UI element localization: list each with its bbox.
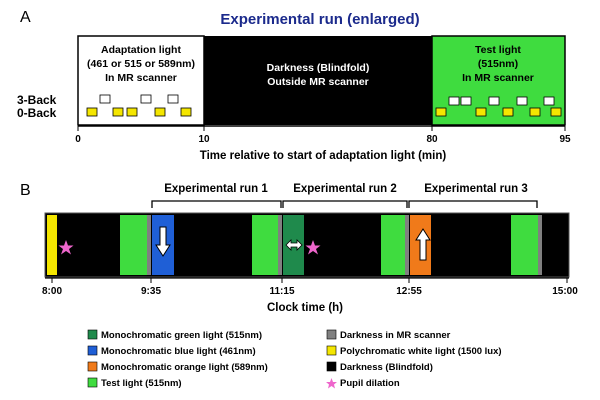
row-label-3-back: 3-Back	[17, 93, 57, 107]
up-arrow-icon	[415, 228, 431, 261]
legend-swatch-black	[326, 361, 337, 372]
3-back-block	[167, 94, 179, 104]
run-label-2: Experimental run 2	[293, 183, 397, 195]
darkness-line2: Outside MR scanner	[267, 76, 369, 88]
0-back-block	[550, 107, 562, 117]
legend-label: Monochromatic orange light (589nm)	[101, 362, 268, 373]
axis-b-tick-label: 11:15	[269, 286, 294, 297]
3-back-block	[99, 94, 111, 104]
legend-label: Monochromatic green light (515nm)	[101, 330, 262, 341]
0-back-block	[475, 107, 487, 117]
0-back-block	[502, 107, 514, 117]
axis-a-tick-label: 10	[198, 134, 210, 145]
axis-b-tick-label: 9:35	[141, 286, 161, 297]
legend-star-icon	[326, 378, 337, 389]
0-back-block	[86, 107, 98, 117]
test-light-segment	[381, 215, 405, 275]
legend-swatch-orange	[87, 361, 98, 372]
test-light-box	[431, 35, 566, 126]
task-blocks-adaptation	[86, 94, 192, 117]
axis-a-xlabel: Time relative to start of adaptation lig…	[200, 150, 447, 162]
adaptation-light-line3: In MR scanner	[105, 72, 177, 84]
0-back-block	[126, 107, 138, 117]
run-bracket-2	[282, 200, 408, 208]
3-back-block	[516, 96, 528, 106]
0-back-block	[529, 107, 541, 117]
run-bracket-3	[408, 200, 538, 208]
run-bracket-1	[151, 200, 282, 208]
0-back-block	[112, 107, 124, 117]
axis-a-tick-label: 95	[559, 134, 571, 145]
pupil-dilation-star-icon	[58, 240, 74, 255]
test-light-line2: (515nm)	[478, 58, 518, 70]
test-light-line1: Test light	[475, 44, 521, 56]
legend-swatch-test-green	[87, 377, 98, 388]
legend-label: Darkness (Blindfold)	[340, 362, 433, 373]
axis-b-xlabel: Clock time (h)	[267, 302, 343, 314]
scanner-dark-segment	[147, 215, 151, 275]
down-arrow-icon	[155, 226, 171, 257]
legend-label: Pupil dilation	[340, 378, 400, 389]
axis-b-tick-label: 15:00	[552, 286, 578, 297]
3-back-block	[543, 96, 555, 106]
legend-swatch-green	[87, 329, 98, 340]
legend: Monochromatic green light (515nm) Monoch…	[87, 329, 502, 389]
legend-swatch-yellow	[326, 345, 337, 356]
pupil-dilation-star-icon	[305, 240, 321, 255]
0-back-block	[435, 107, 447, 117]
0-back-block	[154, 107, 166, 117]
panel-b-letter: B	[20, 182, 31, 199]
darkness-blindfold-box	[204, 36, 432, 125]
run-label-1: Experimental run 1	[164, 183, 268, 195]
3-back-block	[448, 96, 460, 106]
legend-swatch-gray	[326, 329, 337, 340]
3-back-block	[460, 96, 472, 106]
left-right-arrow-icon	[285, 239, 303, 251]
white-light-segment	[47, 215, 57, 275]
legend-label: Monochromatic blue light (461nm)	[101, 346, 256, 357]
scanner-dark-segment	[278, 215, 282, 275]
test-light-segment	[511, 215, 538, 275]
legend-label: Darkness in MR scanner	[340, 330, 451, 341]
task-blocks-test	[435, 96, 562, 117]
panel-a-title: Experimental run (enlarged)	[220, 11, 419, 28]
axis-a-tick-label: 80	[426, 134, 438, 145]
test-light-segment	[252, 215, 278, 275]
3-back-block	[488, 96, 500, 106]
legend-label: Test light (515nm)	[101, 378, 182, 389]
legend-label: Polychromatic white light (1500 lux)	[340, 346, 502, 357]
row-label-0-back: 0-Back	[17, 106, 57, 120]
darkness-line1: Darkness (Blindfold)	[267, 62, 370, 74]
panel-a-letter: A	[20, 9, 31, 26]
0-back-block	[180, 107, 192, 117]
scanner-dark-segment	[538, 215, 542, 275]
3-back-block	[140, 94, 152, 104]
legend-swatch-blue	[87, 345, 98, 356]
axis-b-tick-label: 12:55	[396, 286, 422, 297]
axis-b-tick-label: 8:00	[42, 286, 62, 297]
test-light-segment	[120, 215, 147, 275]
run-label-3: Experimental run 3	[424, 183, 528, 195]
adaptation-light-line1: Adaptation light	[101, 44, 181, 56]
axis-a-tick-label: 0	[75, 134, 81, 145]
adaptation-light-line2: (461 or 515 or 589nm)	[87, 58, 195, 70]
test-light-line3: In MR scanner	[462, 72, 534, 84]
scanner-dark-segment	[405, 215, 409, 275]
